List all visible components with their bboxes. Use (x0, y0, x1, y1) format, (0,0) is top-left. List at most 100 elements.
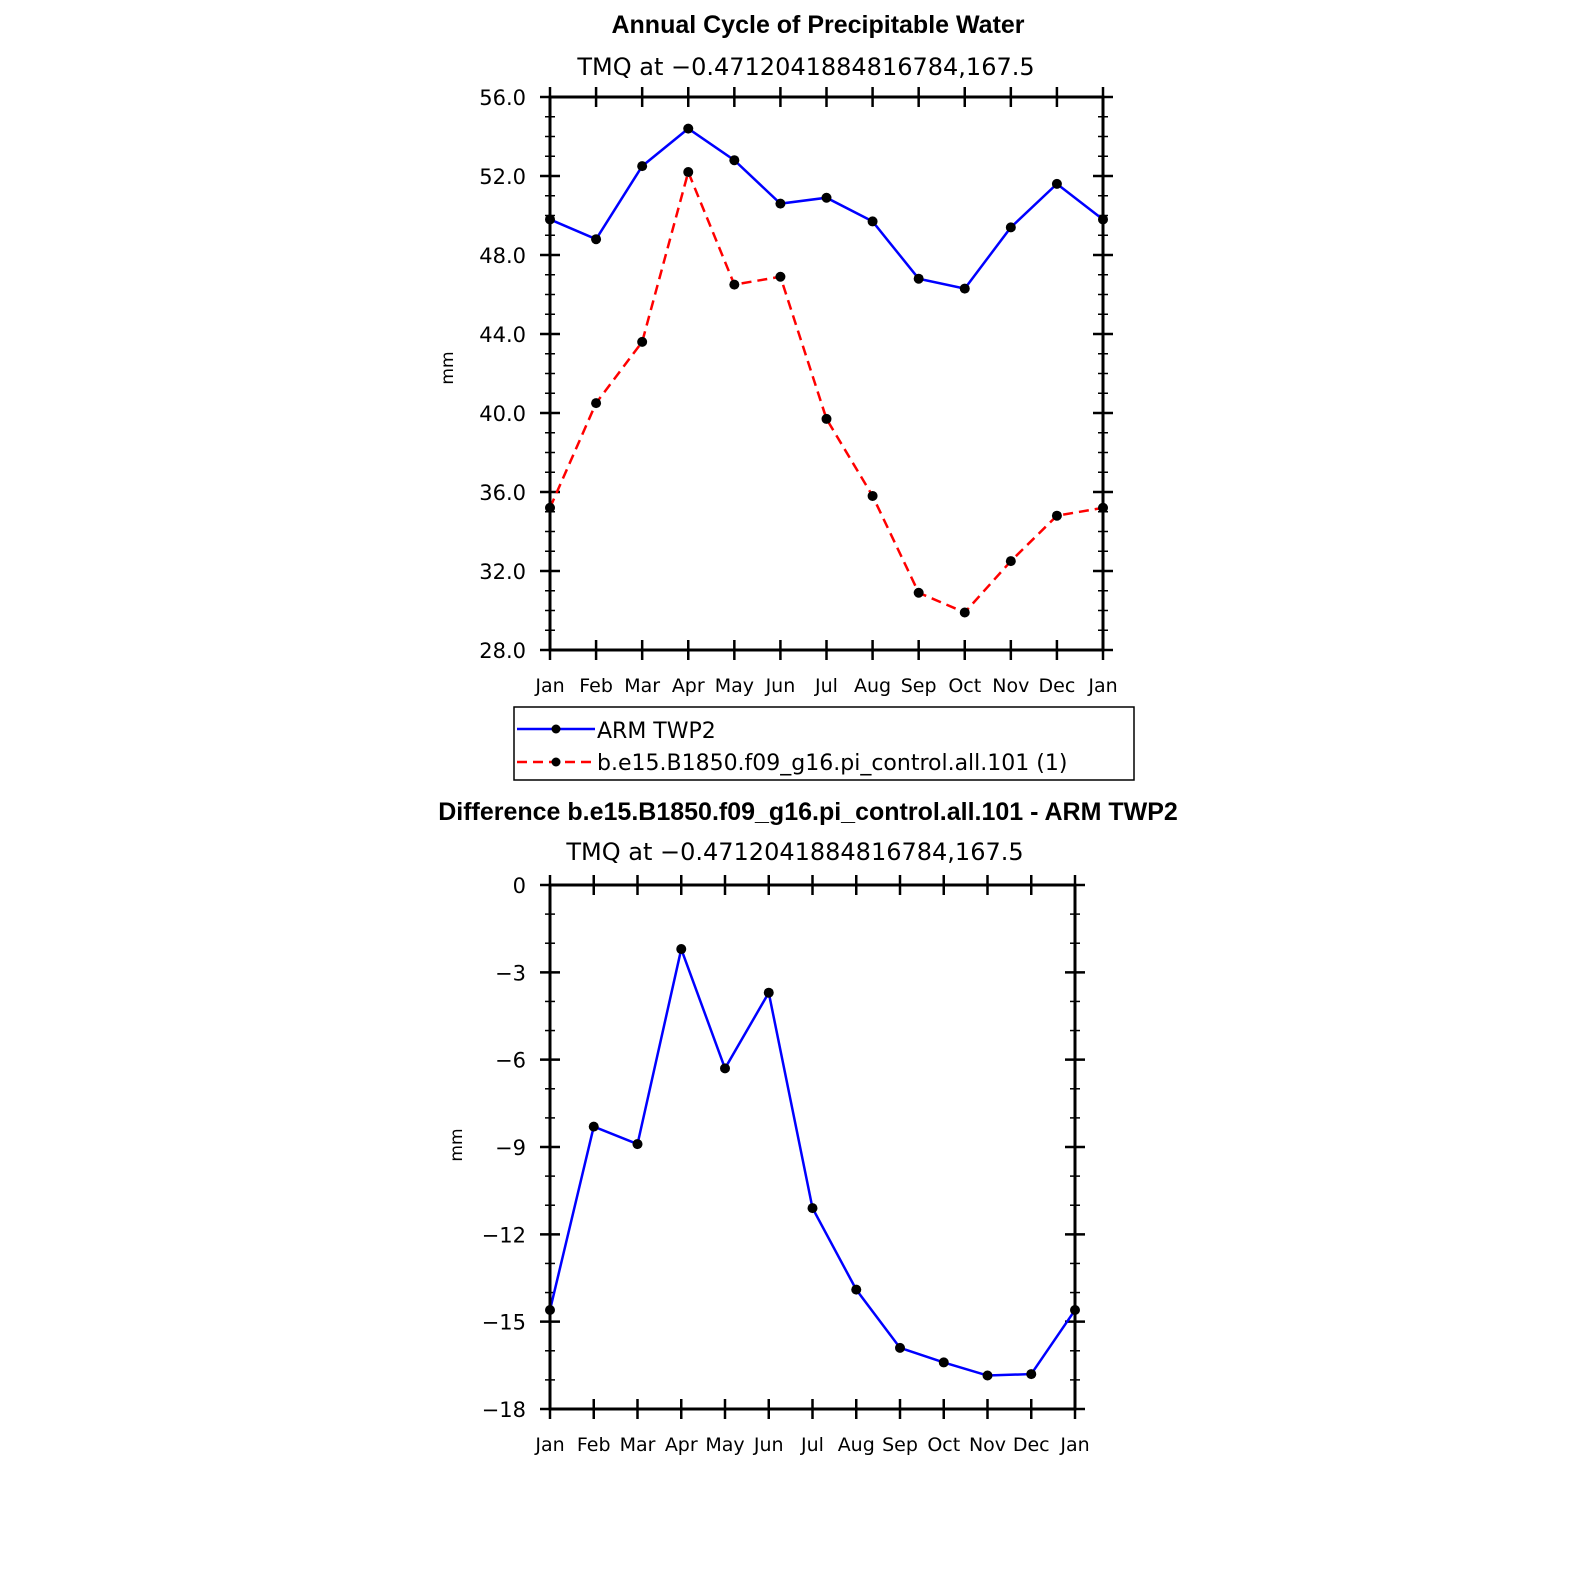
x-tick-label: Jan (534, 675, 564, 697)
x-tick-label: Mar (624, 675, 660, 697)
y-tick-labels: 28.0 32.0 36.0 40.0 44.0 48.0 52.0 56.0 (479, 86, 526, 663)
plot-frame (548, 883, 1077, 1411)
legend-marker-arm (551, 724, 561, 734)
data-point (1026, 1369, 1037, 1380)
data-point (851, 1284, 862, 1295)
series-line-0 (548, 944, 1077, 1377)
x-tick-labels: Jan Feb Mar Apr May Jun Jul Aug Sep Oct Nov Dec Jan (534, 675, 1117, 697)
y-tick-label: 40.0 (479, 402, 526, 426)
data-point (982, 1370, 993, 1381)
data-point (720, 1063, 730, 1074)
legend-label-model: b.e15.B1850.f09_g16.pi_control.all.101 (… (597, 751, 1067, 776)
x-tick-label: Jan (1087, 675, 1117, 697)
data-point (763, 987, 774, 998)
y-axis-label: mm (447, 1128, 467, 1161)
x-tick-label: Dec (1039, 675, 1076, 697)
data-point (867, 216, 878, 227)
x-tick-label: Aug (854, 675, 891, 697)
x-tick-label: Mar (620, 1434, 656, 1456)
data-point (775, 198, 786, 209)
y-tick-label: −6 (495, 1049, 526, 1073)
x-tick-label: Apr (672, 675, 705, 697)
data-point (895, 1342, 905, 1353)
x-tick-label: Jun (753, 1434, 784, 1456)
legend-entry-arm: ARM TWP2 (517, 719, 716, 744)
x-tick-label: Oct (927, 1434, 960, 1456)
x-tick-label: Sep (901, 675, 937, 697)
x-tick-label: Dec (1013, 1434, 1050, 1456)
data-point (775, 271, 786, 282)
data-point (913, 587, 924, 598)
x-tick-label: Apr (665, 1434, 698, 1456)
axis-ticks (540, 875, 1085, 1419)
y-tick-label: −9 (495, 1136, 526, 1160)
data-point (807, 1203, 818, 1214)
data-point (1005, 222, 1016, 233)
chart-subtitle: TMQ at −0.4712041884816784,167.5 (565, 838, 1023, 866)
y-tick-label: −12 (482, 1223, 526, 1247)
x-tick-label: Sep (882, 1434, 918, 1456)
series-line-1 (548, 168, 1104, 614)
data-point (821, 192, 832, 203)
data-point (1051, 178, 1062, 189)
chart-subtitle: TMQ at −0.4712041884816784,167.5 (576, 53, 1034, 81)
legend: ARM TWP2 b.e15.B1850.f09_g16.pi_control.… (513, 706, 1135, 781)
data-point (588, 1121, 599, 1132)
x-tick-label: Nov (969, 1434, 1006, 1456)
x-tick-label: May (715, 675, 754, 697)
axis-ticks (540, 87, 1113, 660)
series-group (545, 944, 1080, 1381)
x-tick-label: Feb (579, 675, 613, 697)
data-point (1005, 556, 1016, 567)
y-tick-labels: −18 −15 −12 −9 −6 −3 0 (482, 874, 526, 1422)
annual-cycle-chart: Annual Cycle of Precipitable Water TMQ a… (438, 11, 1118, 697)
x-tick-label: Oct (948, 675, 981, 697)
data-point (683, 123, 694, 134)
x-tick-label: Feb (577, 1434, 611, 1456)
x-tick-label: Aug (838, 1434, 875, 1456)
data-point (591, 234, 602, 245)
x-tick-label: Jan (534, 1434, 564, 1456)
legend-box (513, 706, 1135, 781)
x-tick-label: Jan (1059, 1434, 1089, 1456)
series-group (545, 123, 1108, 618)
series-line-0 (549, 127, 1104, 290)
data-point (683, 167, 694, 178)
x-tick-label: Nov (992, 675, 1029, 697)
y-tick-label: −18 (482, 1398, 526, 1422)
x-tick-label: Jul (800, 1434, 824, 1456)
data-point (676, 944, 687, 955)
y-tick-label: 32.0 (479, 560, 526, 584)
x-tick-labels: Jan Feb Mar Apr May Jun Jul Aug Sep Oct Nov Dec Jan (534, 1434, 1089, 1456)
x-tick-label: May (705, 1434, 744, 1456)
legend-marker-model (551, 757, 561, 767)
data-point (637, 161, 648, 172)
y-tick-label: 48.0 (479, 244, 526, 268)
x-tick-label: Jul (814, 675, 838, 697)
y-tick-label: 0 (513, 874, 526, 898)
y-tick-label: −3 (495, 961, 526, 985)
chart-title: Difference b.e15.B1850.f09_g16.pi_contro… (438, 798, 1178, 826)
data-point (729, 155, 740, 166)
data-point (1051, 510, 1062, 521)
y-tick-label: 44.0 (479, 323, 526, 347)
y-tick-label: 36.0 (479, 481, 526, 505)
x-tick-label: Jun (765, 675, 796, 697)
data-point (632, 1139, 643, 1150)
legend-entry-model: b.e15.B1850.f09_g16.pi_control.all.101 (… (517, 751, 1067, 776)
y-axis-label: mm (438, 351, 458, 384)
data-point (729, 279, 740, 290)
data-point (821, 413, 832, 424)
data-point (959, 607, 970, 618)
data-point (637, 336, 648, 347)
data-point (867, 490, 878, 501)
y-tick-label: −15 (482, 1311, 526, 1335)
y-tick-label: 56.0 (479, 86, 526, 110)
data-point (938, 1357, 949, 1368)
y-tick-label: 28.0 (479, 639, 526, 663)
data-point (591, 398, 602, 409)
y-tick-label: 52.0 (479, 165, 526, 189)
chart-title: Annual Cycle of Precipitable Water (611, 11, 1024, 39)
plot-frame (548, 95, 1105, 652)
